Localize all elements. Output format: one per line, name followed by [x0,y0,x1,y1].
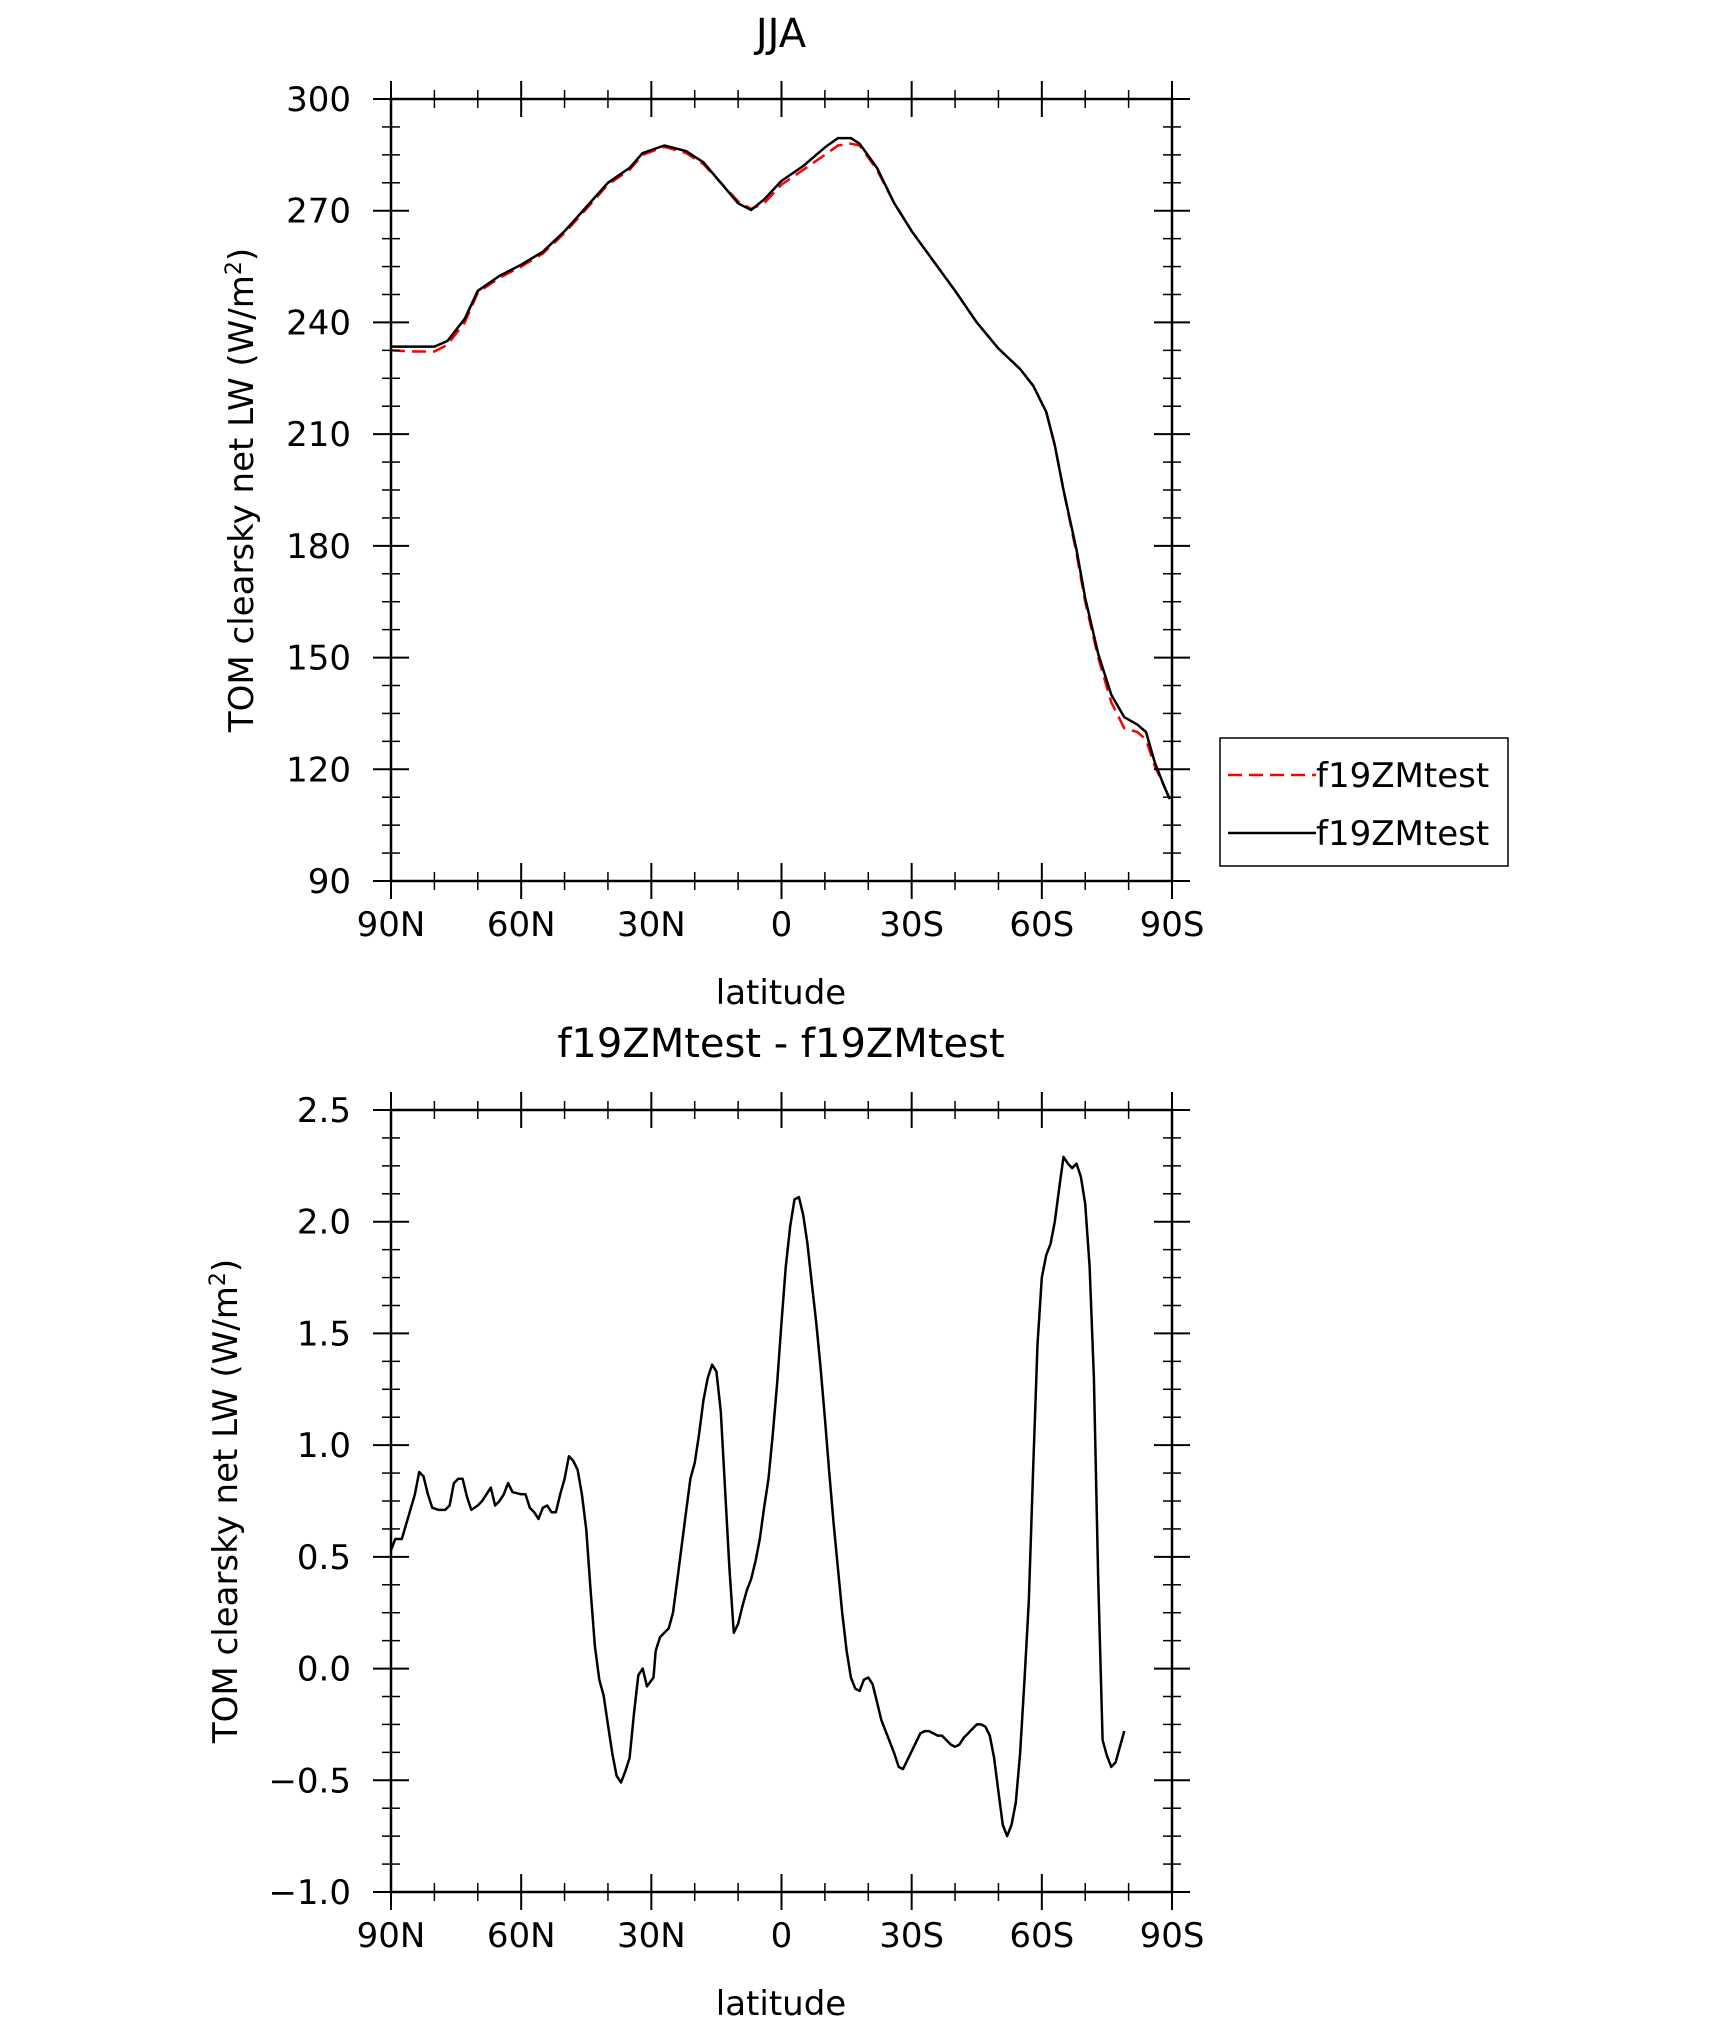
series-line-solid [391,136,1171,800]
y-tick-label: 2.5 [297,1091,351,1131]
x-tick-label: 60N [487,1916,556,1956]
x-tick-label: 30S [879,1916,944,1956]
legend-label-1: f19ZMtest [1316,756,1489,796]
top-panel-frame [389,97,1174,883]
x-tick-label: 30N [617,1916,686,1956]
top-panel-xlabel: latitude [716,973,846,1013]
series-line-solid [389,1155,1126,1838]
y-tick-label: 2.0 [297,1203,351,1243]
bottom-panel-ylabel-sup: 2 [206,1272,231,1286]
y-tick-label: 1.5 [297,1314,351,1354]
legend-label-2: f19ZMtest [1316,814,1489,854]
x-tick-label: 60S [1009,905,1074,945]
x-tick-label: 60N [487,905,556,945]
top-panel-ylabel-main: TOM clearsky net LW (W/m [222,275,262,733]
legend: f19ZMtest f19ZMtest [1219,737,1509,867]
series-line-dashed [390,142,1171,800]
y-tick-label: 90 [308,862,351,902]
x-tick-label: 90N [357,1916,426,1956]
x-tick-label: 90S [1140,1916,1205,1956]
top-panel-ylabel-close: ) [222,248,262,261]
top-panel: JJA 90N 60N 30N 0 30S 60S 90S 90 120 150 180 210 240… [222,11,1509,1013]
x-tick-label: 90S [1140,905,1205,945]
y-tick-label: 150 [286,639,351,679]
x-tick-label: 30N [617,905,686,945]
top-panel-title: JJA [753,11,807,57]
y-tick-label: 180 [286,527,351,567]
bottom-panel-title: f19ZMtest - f19ZMtest [557,1021,1004,1067]
top-panel-ticks: 90N 60N 30N 0 30S 60S 90S 90 120 150 180 210 240 270 3… [286,80,1204,945]
bottom-panel-ylabel-main: TOM clearsky net LW (W/m [206,1286,246,1744]
x-tick-label: 90N [357,905,426,945]
y-tick-label: 300 [286,80,351,120]
bottom-panel-ylabel-close: ) [206,1259,246,1272]
legend-box [1219,737,1509,867]
x-tick-label: 60S [1009,1916,1074,1956]
y-tick-label: 1.0 [297,1426,351,1466]
x-tick-label: 0 [771,905,793,945]
bottom-panel-ylabel: TOM clearsky net LW (W/m2) [206,1259,247,1744]
y-tick-label: −1.0 [268,1873,351,1913]
bottom-panel-xlabel: latitude [716,1984,846,2021]
y-tick-label: 270 [286,192,351,232]
y-tick-label: 120 [286,750,351,790]
x-tick-label: 30S [879,905,944,945]
top-panel-ylabel-sup: 2 [222,261,247,275]
top-panel-series [390,136,1171,800]
y-tick-label: 0.0 [297,1650,351,1690]
y-tick-label: 0.5 [297,1538,351,1578]
bottom-panel-frame [389,1108,1174,1894]
bottom-panel-series [389,1155,1126,1838]
y-tick-label: −0.5 [268,1761,351,1801]
bottom-panel: f19ZMtest - f19ZMtest 90N 60N 30N 0 30S 60S 90… [206,1021,1205,2021]
bottom-panel-ticks: 90N 60N 30N 0 30S 60S 90S −1.0 −0.5 0.0 0.5 1.0 1.5 2… [268,1091,1204,1956]
y-tick-label: 240 [286,303,351,343]
y-tick-label: 210 [286,415,351,455]
top-panel-ylabel: TOM clearsky net LW (W/m2) [222,248,263,733]
x-tick-label: 0 [771,1916,793,1956]
